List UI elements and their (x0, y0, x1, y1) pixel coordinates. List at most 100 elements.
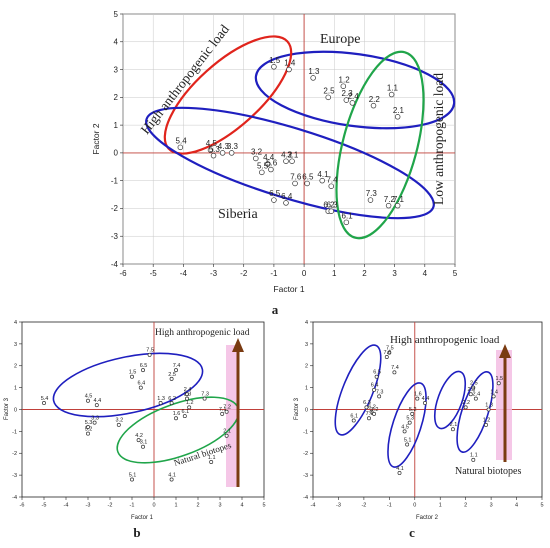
data-point-label: 1.5 (495, 376, 503, 382)
data-point-label: 2.1 (393, 106, 405, 115)
data-point-label: 2.5 (470, 381, 478, 387)
data-point (372, 411, 377, 416)
data-point (402, 429, 407, 434)
data-point-label: 2.5 (168, 372, 176, 378)
data-point-label: 2.4 (348, 92, 360, 101)
points-c: 7.57.6 7.4 6.5 6.47.3 6.36.2 6.1 7.27.1 1.64.4 5… (350, 346, 503, 475)
y-tick-label: 1 (305, 386, 308, 392)
data-point (130, 374, 134, 379)
data-point-label: 1.6 (414, 391, 422, 397)
data-point (349, 100, 356, 106)
data-point-label: 4.5 (85, 394, 93, 400)
data-point (130, 477, 134, 482)
data-point (343, 219, 350, 226)
group-ellipse-c2 (387, 382, 427, 468)
annotation-high-load-b: High anthropogenic load (155, 328, 250, 338)
data-point (207, 147, 214, 153)
data-point-label: 1.3 (308, 67, 320, 76)
x-tick-label: 2 (196, 503, 199, 509)
data-point-label: 1.5 (269, 56, 281, 65)
x-tick-label: -4 (311, 503, 316, 509)
data-point-label: 5.4 (41, 396, 49, 402)
x-tick-label: 0 (302, 269, 307, 278)
data-point (407, 420, 412, 425)
data-point-label: 7.4 (173, 363, 181, 369)
data-point-label: 4.1 (317, 170, 329, 179)
high-load-ellipse-b (52, 352, 204, 418)
data-point (177, 144, 184, 151)
x-tick-label: -6 (20, 503, 25, 509)
data-point-label: 1.5 (129, 370, 137, 376)
data-point-label: 3.1 (287, 150, 299, 159)
data-point-label: 7.1 (219, 407, 227, 413)
data-point (484, 422, 488, 427)
data-point-label: 6.3 (326, 200, 338, 209)
data-point-label: 1.1 (208, 455, 216, 461)
data-point (224, 433, 229, 438)
ticks-a: -6 -5 -4 -3 -2 -1 0 1 2 3 4 5 -4 -3 -2 -1 0 1 2 3 4 5 (111, 10, 458, 278)
data-point (468, 392, 473, 397)
data-point (42, 400, 46, 405)
data-point (410, 411, 415, 416)
y-tick-label: 3 (14, 342, 17, 348)
data-point (136, 438, 141, 443)
data-point (387, 350, 392, 355)
x-tick-label: 2 (464, 503, 467, 509)
annotation-europe: Europe (320, 32, 360, 47)
axis-label-y-b: Factor 3 (4, 397, 10, 420)
arrow-head-c (499, 344, 511, 358)
y-tick-label: 1 (114, 121, 119, 130)
data-point (116, 422, 121, 427)
data-point (367, 416, 371, 421)
x-tick-label: -1 (387, 503, 392, 509)
data-point-label: 4.4 (422, 396, 430, 402)
europe-ellipse (254, 50, 456, 130)
panel-c: -4 -3 -2 -1 0 1 2 3 4 5 -4 -3 -2 -1 0 1 2 3 4 7.57.6 7.4 6.5… (294, 320, 544, 540)
data-point-label: 7.6 (290, 173, 302, 182)
x-tick-label: -2 (108, 503, 113, 509)
y-tick-label: -3 (12, 473, 17, 479)
data-point-label: 1.1 (387, 84, 399, 93)
data-point (377, 394, 382, 399)
y-tick-label: -1 (111, 176, 119, 185)
data-point-label: 5.3 (85, 420, 93, 426)
y-tick-label: -1 (303, 429, 308, 435)
data-point (384, 355, 389, 359)
data-point (86, 425, 90, 429)
data-point-label: 6.2 (323, 200, 335, 209)
y-tick-label: 2 (114, 93, 119, 102)
x-tick-label: -4 (64, 503, 69, 509)
data-point-label: 2.4 (184, 387, 192, 393)
y-tick-label: 3 (114, 65, 119, 74)
data-point-label: 1.3 (157, 396, 165, 402)
data-point (138, 385, 143, 390)
data-point-label: 7.5 (146, 348, 154, 354)
data-point (169, 477, 174, 482)
data-point-label: 3.1 (140, 440, 148, 446)
data-point-label: 7.2 (384, 195, 396, 204)
data-point-label: 4.5 (401, 424, 409, 430)
data-point (187, 405, 192, 410)
data-point-label: 4.3 (218, 142, 230, 151)
data-point-label: 6.5 (269, 189, 281, 198)
x-tick-label: 3 (392, 269, 397, 278)
data-point (94, 403, 99, 408)
data-point-label: 2.1 (223, 429, 231, 435)
data-point (392, 370, 397, 375)
data-point (141, 444, 145, 449)
data-point (286, 66, 292, 73)
data-point (289, 158, 295, 164)
data-point-label: 1.1 (470, 453, 478, 459)
x-tick-label: 3 (490, 503, 493, 509)
y-tick-label: 0 (14, 407, 17, 413)
data-point (224, 409, 229, 414)
x-tick-label: -3 (336, 503, 341, 509)
data-point (370, 102, 377, 109)
data-point-label: 1.4 (490, 389, 498, 395)
data-point-label: 6.4 (138, 381, 146, 387)
data-point (86, 431, 90, 436)
data-point (310, 75, 316, 81)
data-point-label: 6.4 (281, 192, 293, 201)
y-tick-label: 0 (305, 407, 308, 413)
